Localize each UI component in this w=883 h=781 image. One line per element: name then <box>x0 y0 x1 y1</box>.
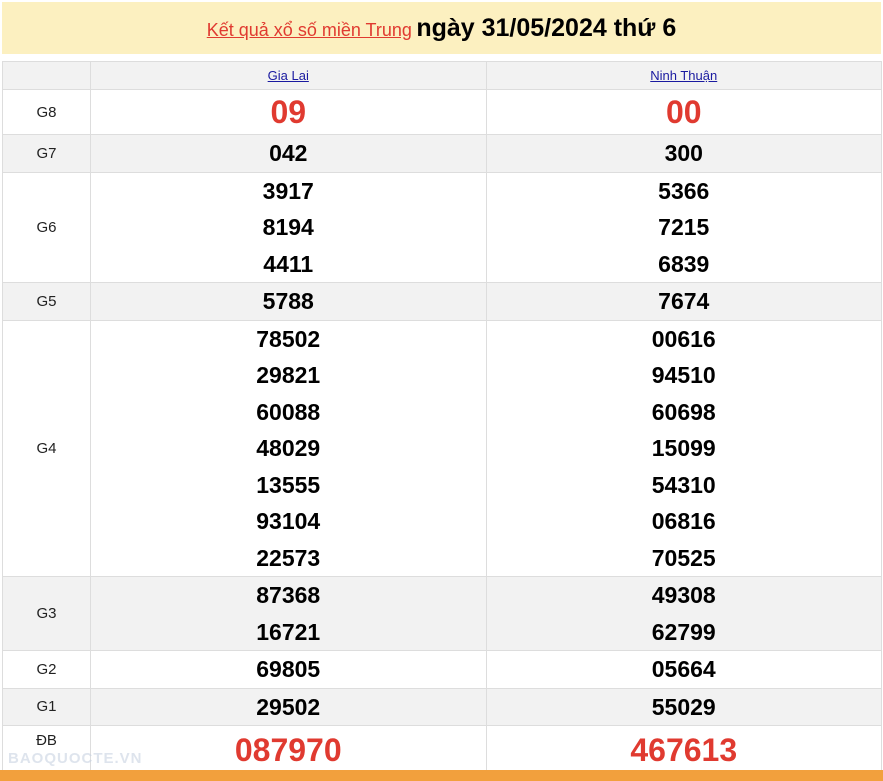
prize-label: G4 <box>2 319 91 577</box>
prize-number: 60698 <box>651 398 716 425</box>
prize-row: G2 69805 05664 <box>2 650 882 689</box>
prize-number: 00616 <box>651 325 716 352</box>
prize-cell: 087970 <box>90 725 487 775</box>
prize-number: 48029 <box>256 435 321 461</box>
prize-number: 4411 <box>263 250 314 277</box>
prize-number: 467613 <box>630 732 738 768</box>
prize-cell: 300 <box>485 134 882 173</box>
province-link-gia-lai[interactable]: Gia Lai <box>267 68 309 83</box>
prize-number: 87368 <box>256 582 321 608</box>
prize-label: G7 <box>2 134 91 173</box>
prize-row: G1 29502 55029 <box>2 687 882 726</box>
prize-number: 93104 <box>256 508 321 534</box>
title-date: ngày 31/05/2024 thứ 6 <box>416 14 677 42</box>
prize-cell: 29502 <box>90 687 487 726</box>
prize-label: G5 <box>2 282 91 321</box>
title-link[interactable]: Kết quả xổ số miền Trung <box>206 20 412 40</box>
prize-number: 05664 <box>651 656 716 682</box>
prize-row: G6 3917 8194 4411 5366 7215 6839 <box>2 171 882 283</box>
prize-row: G3 87368 16721 49308 62799 <box>2 576 882 651</box>
prize-cell: 5788 <box>90 282 487 321</box>
prize-cell: 55029 <box>485 687 882 726</box>
prize-number: 62799 <box>651 618 716 645</box>
prize-number: 087970 <box>234 732 342 768</box>
prize-label: G1 <box>2 687 91 726</box>
corner-cell <box>2 61 91 90</box>
prize-number: 3917 <box>262 177 314 204</box>
prize-number: 042 <box>269 140 308 166</box>
page-title: Kết quả xổ số miền Trung ngày 31/05/2024… <box>2 2 881 54</box>
prize-number: 29821 <box>256 362 321 388</box>
prize-label: G6 <box>2 171 91 283</box>
prize-number: 29502 <box>256 693 321 720</box>
prize-number: 78502 <box>256 325 321 352</box>
prize-number: 94510 <box>651 362 716 388</box>
province-link-ninh-thuan[interactable]: Ninh Thuận <box>650 68 718 83</box>
province-header: Gia Lai <box>90 61 487 90</box>
prize-cell: 042 <box>90 134 487 173</box>
prize-number: 70525 <box>651 544 716 571</box>
prize-label: ĐB <box>2 725 91 775</box>
prize-cell: 49308 62799 <box>485 576 882 651</box>
prize-number: 06816 <box>651 508 716 534</box>
prize-cell: 09 <box>90 89 487 135</box>
prize-number: 13555 <box>256 471 321 498</box>
prize-label: G8 <box>2 89 91 135</box>
prize-number: 09 <box>270 94 307 130</box>
province-header: Ninh Thuận <box>485 61 882 90</box>
prize-cell: 05664 <box>485 650 882 689</box>
prize-row: G4 78502 29821 60088 48029 13555 93104 22573 006… <box>2 319 882 577</box>
prize-cell: 78502 29821 60088 48029 13555 93104 22573 <box>90 319 487 577</box>
prize-cell: 69805 <box>90 650 487 689</box>
prize-label: G3 <box>2 576 91 651</box>
prize-number: 5788 <box>262 288 314 314</box>
prize-number: 5366 <box>658 177 710 204</box>
prize-label: G2 <box>2 650 91 689</box>
prize-number: 54310 <box>651 471 716 498</box>
prize-number: 49308 <box>651 582 716 608</box>
watermark: BAOQUOCTE.VN <box>8 750 143 767</box>
prize-number: 300 <box>664 140 703 166</box>
prize-number: 8194 <box>262 214 314 240</box>
prize-number: 22573 <box>256 544 321 571</box>
prize-number: 00 <box>665 94 702 130</box>
prize-number: 6839 <box>658 250 710 277</box>
prize-cell: 467613 <box>485 725 882 775</box>
prize-row: G5 5788 7674 <box>2 282 882 321</box>
prize-number: 60088 <box>256 398 321 425</box>
prize-cell: 87368 16721 <box>90 576 487 651</box>
prize-number: 15099 <box>651 435 716 461</box>
prize-cell: 3917 8194 4411 <box>90 171 487 283</box>
prize-cell: 5366 7215 6839 <box>485 171 882 283</box>
prize-number: 69805 <box>256 656 321 682</box>
footer-bar <box>0 770 883 781</box>
prize-number: 7215 <box>658 214 710 240</box>
prize-row: G8 09 00 <box>2 89 882 135</box>
prize-row: G7 042 300 <box>2 134 882 173</box>
prize-cell: 7674 <box>485 282 882 321</box>
prize-number: 16721 <box>256 618 321 645</box>
prize-cell: 00616 94510 60698 15099 54310 06816 70525 <box>485 319 882 577</box>
prize-row: ĐB 087970 467613 <box>2 725 882 775</box>
prize-number: 55029 <box>651 693 716 720</box>
results-table: Gia Lai Ninh Thuận G8 09 00 G7 042 300 G6 3917 8… <box>2 61 882 775</box>
prize-cell: 00 <box>485 89 882 135</box>
prize-number: 7674 <box>658 288 710 314</box>
